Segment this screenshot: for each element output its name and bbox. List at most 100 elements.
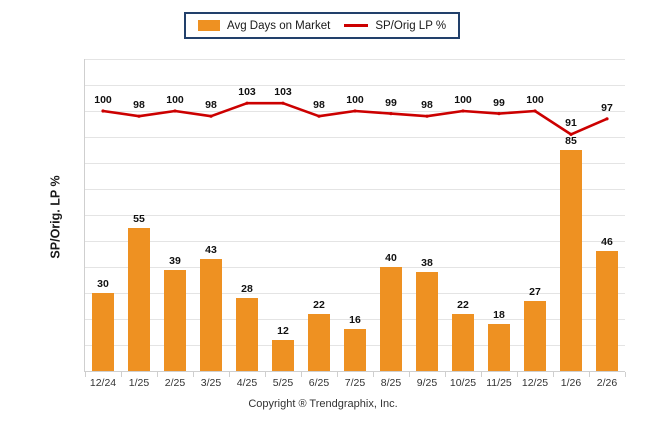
bar-value-label: 38 bbox=[421, 257, 433, 270]
copyright-text: Copyright ® Trendgraphix, Inc. bbox=[248, 398, 398, 410]
bar[interactable] bbox=[416, 272, 438, 371]
x-axis-tick-label: 9/25 bbox=[416, 377, 438, 389]
gridline bbox=[85, 163, 625, 164]
bar[interactable] bbox=[236, 298, 258, 371]
line-marker[interactable] bbox=[173, 109, 177, 113]
bar[interactable] bbox=[452, 313, 474, 371]
chart-legend: Avg Days on Market SP/Orig LP % bbox=[184, 12, 461, 39]
bar[interactable] bbox=[488, 324, 510, 371]
x-axis-tick-label: 8/25 bbox=[380, 377, 402, 389]
line-marker[interactable] bbox=[317, 114, 321, 118]
line-value-label: 98 bbox=[133, 99, 145, 112]
line-value-label: 99 bbox=[493, 96, 505, 109]
bar-value-label: 28 bbox=[241, 283, 253, 296]
line-value-label: 98 bbox=[205, 99, 217, 112]
bar[interactable] bbox=[596, 251, 618, 371]
x-axis-tick bbox=[265, 372, 266, 377]
x-axis-tick bbox=[445, 372, 446, 377]
bar-swatch-icon bbox=[198, 20, 220, 31]
x-axis-tick bbox=[157, 372, 158, 377]
bar[interactable] bbox=[380, 267, 402, 371]
line-path bbox=[101, 101, 609, 136]
line-value-label: 99 bbox=[385, 96, 397, 109]
line-marker[interactable] bbox=[137, 114, 141, 118]
bar-value-label: 30 bbox=[97, 278, 109, 290]
x-axis-tick-label: 12/24 bbox=[89, 377, 117, 389]
x-axis-tick-label: 5/25 bbox=[272, 377, 294, 389]
line-marker[interactable] bbox=[245, 101, 249, 105]
bar-value-label: 55 bbox=[133, 213, 145, 225]
x-axis-tick-label: 2/26 bbox=[596, 377, 618, 389]
gridline bbox=[85, 267, 625, 268]
gridline bbox=[85, 189, 625, 190]
bar[interactable] bbox=[128, 228, 150, 371]
line-value-label: 98 bbox=[313, 99, 325, 112]
x-axis-tick bbox=[121, 372, 122, 377]
gridline bbox=[85, 241, 625, 242]
line-marker[interactable] bbox=[569, 132, 573, 136]
line-value-label: 103 bbox=[238, 86, 256, 99]
bar[interactable] bbox=[344, 329, 366, 371]
x-axis-tick bbox=[589, 372, 590, 377]
x-axis-tick bbox=[373, 372, 374, 377]
line-marker[interactable] bbox=[497, 112, 501, 116]
bar-value-label: 18 bbox=[493, 309, 505, 322]
line-value-label: 91 bbox=[565, 117, 577, 130]
line-value-label: 97 bbox=[601, 101, 613, 114]
x-axis-tick-label: 6/25 bbox=[308, 377, 330, 389]
line-value-label: 100 bbox=[94, 94, 112, 106]
x-axis-tick-label: 4/25 bbox=[236, 377, 258, 389]
legend-item-sp-orig-lp[interactable]: SP/Orig LP % bbox=[344, 20, 446, 32]
x-axis-tick bbox=[481, 372, 482, 377]
line-marker[interactable] bbox=[605, 117, 609, 121]
x-axis-tick bbox=[625, 372, 626, 377]
bar-value-label: 40 bbox=[385, 252, 397, 264]
line-value-label: 100 bbox=[346, 94, 364, 106]
legend-item-avg-days-on-market[interactable]: Avg Days on Market bbox=[198, 20, 330, 32]
bar-value-label: 22 bbox=[313, 298, 325, 311]
y-axis-title: SP/Orig. LP % bbox=[48, 175, 63, 259]
bar[interactable] bbox=[560, 150, 582, 371]
line-marker[interactable] bbox=[425, 114, 429, 118]
line-value-label: 100 bbox=[526, 94, 544, 106]
gridline bbox=[85, 137, 625, 138]
x-axis-tick-label: 1/26 bbox=[560, 377, 582, 389]
x-axis-tick bbox=[193, 372, 194, 377]
x-axis-tick-label: 1/25 bbox=[128, 377, 150, 389]
gridline bbox=[85, 293, 625, 294]
bar[interactable] bbox=[92, 293, 114, 371]
bar-value-label: 85 bbox=[565, 135, 577, 147]
gridline bbox=[85, 59, 625, 60]
line-marker[interactable] bbox=[353, 109, 357, 113]
x-axis-tick bbox=[229, 372, 230, 377]
bar-value-label: 12 bbox=[277, 324, 289, 337]
bar[interactable] bbox=[164, 269, 186, 371]
line-markers bbox=[101, 101, 609, 136]
legend-item-label: SP/Orig LP % bbox=[375, 19, 447, 32]
line-marker[interactable] bbox=[209, 114, 213, 118]
x-axis-tick-label: 2/25 bbox=[164, 377, 186, 389]
bar[interactable] bbox=[524, 300, 546, 371]
x-axis-tick-label: 7/25 bbox=[344, 377, 366, 389]
bar[interactable] bbox=[308, 313, 330, 371]
x-axis-tick bbox=[85, 372, 86, 377]
x-axis-tick bbox=[553, 372, 554, 377]
bar[interactable] bbox=[200, 259, 222, 371]
line-marker[interactable] bbox=[281, 101, 285, 105]
line-value-label: 100 bbox=[166, 94, 184, 106]
line-marker[interactable] bbox=[389, 112, 393, 116]
gridline bbox=[85, 215, 625, 216]
bar-value-label: 16 bbox=[349, 314, 361, 327]
line-marker[interactable] bbox=[101, 109, 105, 113]
x-axis-tick bbox=[517, 372, 518, 377]
bar-value-label: 46 bbox=[601, 236, 613, 249]
line-value-label: 103 bbox=[274, 86, 292, 99]
line-value-label: 100 bbox=[454, 94, 472, 106]
line-marker[interactable] bbox=[461, 109, 465, 113]
bar[interactable] bbox=[272, 339, 294, 371]
line-marker[interactable] bbox=[533, 109, 537, 113]
line-value-label: 98 bbox=[421, 99, 433, 112]
gridline bbox=[85, 85, 625, 86]
line-series bbox=[101, 101, 609, 136]
